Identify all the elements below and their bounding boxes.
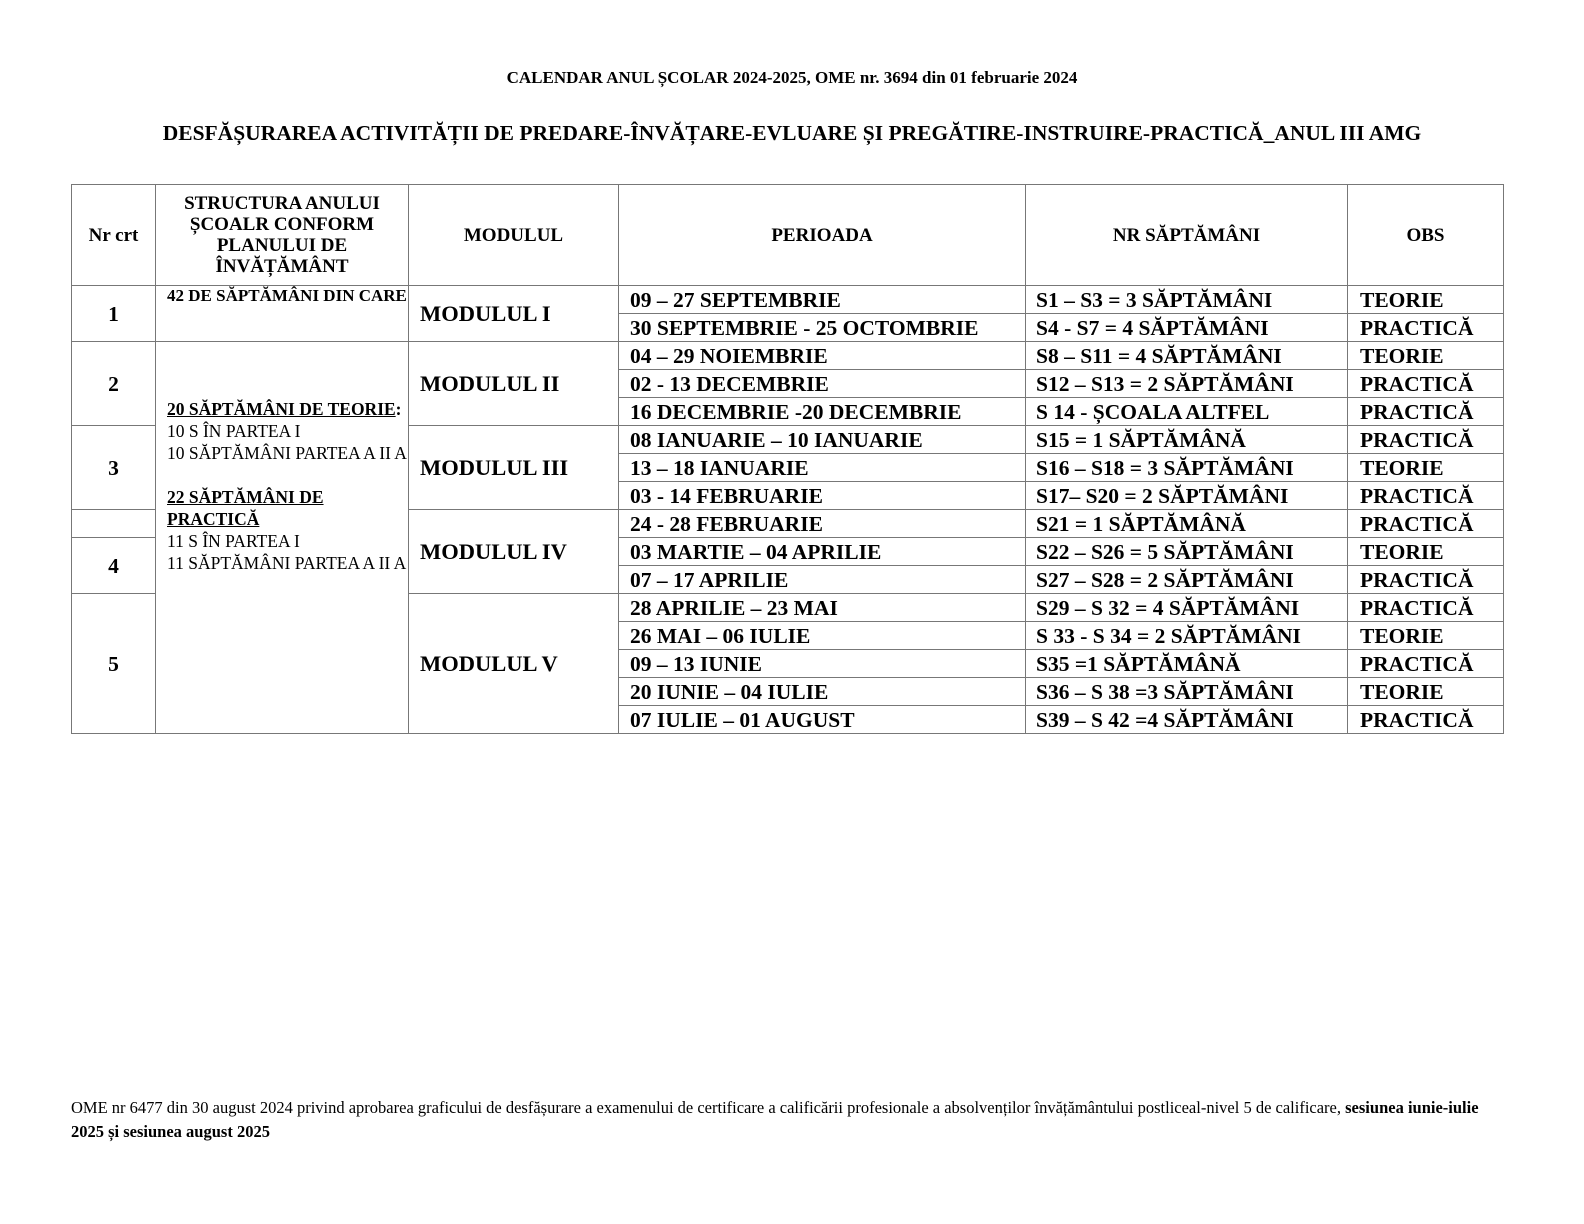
- nr-crt-cell: 4: [71, 537, 156, 594]
- table-row: 16 DECEMBRIE -20 DECEMBRIE S 14 - ȘCOALA …: [72, 397, 1504, 426]
- header-structure: STRUCTURA ANULUI ȘCOALR CONFORM PLANULUI…: [155, 184, 409, 286]
- obs-cell: PRACTICĂ: [1347, 481, 1504, 510]
- theory-line-2: 10 SĂPTĂMÂNI PARTEA A II A: [167, 443, 407, 463]
- table-row: 07 IULIE – 01 AUGUST S39 – S 42 =4 SĂPTĂM…: [72, 705, 1504, 734]
- obs-cell: PRACTICĂ: [1347, 565, 1504, 594]
- obs-cell: PRACTICĂ: [1347, 649, 1504, 678]
- weeks-cell: S8 – S11 = 4 SĂPTĂMÂNI: [1025, 341, 1348, 370]
- header-nr-crt: Nr crt: [71, 184, 156, 286]
- period-cell: 07 IULIE – 01 AUGUST: [618, 705, 1026, 734]
- practice-line-1: 11 S ÎN PARTEA I: [167, 531, 300, 551]
- footer-note: OME nr 6477 din 30 august 2024 privind a…: [71, 1096, 1491, 1144]
- obs-cell: TEORIE: [1347, 621, 1504, 650]
- obs-cell: TEORIE: [1347, 677, 1504, 706]
- obs-cell: TEORIE: [1347, 453, 1504, 482]
- header-period: PERIOADA: [618, 184, 1026, 286]
- weeks-cell: S36 – S 38 =3 SĂPTĂMÂNI: [1025, 677, 1348, 706]
- obs-cell: PRACTICĂ: [1347, 313, 1504, 342]
- period-cell: 03 MARTIE – 04 APRILIE: [618, 537, 1026, 566]
- weeks-cell: S17– S20 = 2 SĂPTĂMÂNI: [1025, 481, 1348, 510]
- table-row: 3 MODULUL III 08 IANUARIE – 10 IANUARIE S15…: [71, 425, 1504, 510]
- header-module: MODULUL: [408, 184, 619, 286]
- table-row: 30 SEPTEMBRIE - 25 OCTOMBRIE S4 - S7 = 4 …: [72, 313, 1504, 342]
- obs-cell: TEORIE: [1347, 285, 1504, 314]
- obs-cell: PRACTICĂ: [1347, 425, 1504, 454]
- weeks-cell: S22 – S26 = 5 SĂPTĂMÂNI: [1025, 537, 1348, 566]
- table-row: 1 42 DE SĂPTĂMÂNI DIN CARE MODULUL I 09 – 2…: [71, 285, 1504, 342]
- weeks-cell: S15 = 1 SĂPTĂMÂNĂ: [1025, 425, 1348, 454]
- structure-total-cell: 42 DE SĂPTĂMÂNI DIN CARE: [155, 285, 409, 342]
- period-cell: 02 - 13 DECEMBRIE: [618, 369, 1026, 398]
- weeks-cell: S1 – S3 = 3 SĂPTĂMÂNI: [1025, 285, 1348, 314]
- footer-bold-text: sesiunea iunie-iulie 2025 și sesiunea au…: [71, 1098, 1479, 1141]
- table-row: 26 MAI – 06 IULIE S 33 - S 34 = 2 SĂPTĂMÂ…: [72, 621, 1504, 650]
- calendar-table: Nr crt STRUCTURA ANULUI ȘCOALR CONFORM P…: [71, 184, 1504, 734]
- weeks-cell: S 33 - S 34 = 2 SĂPTĂMÂNI: [1025, 621, 1348, 650]
- table-row: 2 20 SĂPTĂMÂNI DE TEORIE: 10 S ÎN PARTEA I…: [71, 341, 1504, 734]
- weeks-cell: S27 – S28 = 2 SĂPTĂMÂNI: [1025, 565, 1348, 594]
- period-cell: 20 IUNIE – 04 IULIE: [618, 677, 1026, 706]
- practice-heading: 22 SĂPTĂMÂNI DE PRACTICĂ: [167, 487, 324, 529]
- nr-crt-cell: 5: [71, 593, 156, 734]
- period-cell: 30 SEPTEMBRIE - 25 OCTOMBRIE: [618, 313, 1026, 342]
- obs-cell: PRACTICĂ: [1347, 705, 1504, 734]
- table-row: 03 - 14 FEBRUARIE S17– S20 = 2 SĂPTĂMÂNI P…: [72, 481, 1504, 510]
- nr-crt-cell: 2: [71, 341, 156, 426]
- header-weeks: NR SĂPTĂMÂNI: [1025, 184, 1348, 286]
- weeks-cell: S4 - S7 = 4 SĂPTĂMÂNI: [1025, 313, 1348, 342]
- period-cell: 24 - 28 FEBRUARIE: [618, 509, 1026, 538]
- module-cell: MODULUL II: [408, 341, 619, 426]
- period-cell: 07 – 17 APRILIE: [618, 565, 1026, 594]
- table-row: 07 – 17 APRILIE S27 – S28 = 2 SĂPTĂMÂNI PR…: [72, 565, 1504, 594]
- practice-line-2: 11 SĂPTĂMÂNI PARTEA A II A: [167, 553, 407, 573]
- obs-cell: PRACTICĂ: [1347, 369, 1504, 398]
- table-row: 5 MODULUL V 28 APRILIE – 23 MAI S29 – S 32 …: [71, 593, 1504, 734]
- spacer: [167, 464, 408, 486]
- weeks-cell: S 14 - ȘCOALA ALTFEL: [1025, 397, 1348, 426]
- header-obs: OBS: [1347, 184, 1504, 286]
- theory-line-1: 10 S ÎN PARTEA I: [167, 421, 301, 441]
- period-cell: 16 DECEMBRIE -20 DECEMBRIE: [618, 397, 1026, 426]
- nr-crt-cell: [71, 509, 156, 538]
- period-cell: 03 - 14 FEBRUARIE: [618, 481, 1026, 510]
- nr-crt-cell: 3: [71, 425, 156, 510]
- period-cell: 09 – 27 SEPTEMBRIE: [618, 285, 1026, 314]
- theory-colon: :: [395, 399, 402, 419]
- obs-cell: PRACTICĂ: [1347, 509, 1504, 538]
- obs-cell: TEORIE: [1347, 537, 1504, 566]
- obs-cell: PRACTICĂ: [1347, 593, 1504, 622]
- weeks-cell: S29 – S 32 = 4 SĂPTĂMÂNI: [1025, 593, 1348, 622]
- weeks-cell: S35 =1 SĂPTĂMÂNĂ: [1025, 649, 1348, 678]
- obs-cell: TEORIE: [1347, 341, 1504, 370]
- period-cell: 13 – 18 IANUARIE: [618, 453, 1026, 482]
- period-cell: 09 – 13 IUNIE: [618, 649, 1026, 678]
- obs-cell: PRACTICĂ: [1347, 397, 1504, 426]
- table-row: 4 03 MARTIE – 04 APRILIE S22 – S26 = 5 SĂP…: [71, 537, 1504, 594]
- table-row: 09 – 13 IUNIE S35 =1 SĂPTĂMÂNĂ PRACTICĂ: [72, 649, 1504, 678]
- weeks-cell: S39 – S 42 =4 SĂPTĂMÂNI: [1025, 705, 1348, 734]
- module-cell: MODULUL III: [408, 425, 619, 510]
- module-cell: MODULUL V: [408, 593, 619, 734]
- nr-crt-cell: 1: [71, 285, 156, 342]
- period-cell: 08 IANUARIE – 10 IANUARIE: [618, 425, 1026, 454]
- period-cell: 04 – 29 NOIEMBRIE: [618, 341, 1026, 370]
- weeks-cell: S16 – S18 = 3 SĂPTĂMÂNI: [1025, 453, 1348, 482]
- period-cell: 26 MAI – 06 IULIE: [618, 621, 1026, 650]
- document-title: CALENDAR ANUL ȘCOLAR 2024-2025, OME nr. …: [506, 68, 1078, 87]
- weeks-cell: S12 – S13 = 2 SĂPTĂMÂNI: [1025, 369, 1348, 398]
- period-cell: 28 APRILIE – 23 MAI: [618, 593, 1026, 622]
- module-cell: MODULUL IV: [408, 509, 619, 594]
- footer-text: OME nr 6477 din 30 august 2024 privind a…: [71, 1098, 1346, 1117]
- document-subtitle: DESFĂȘURAREA ACTIVITĂȚII DE PREDARE-ÎNVĂ…: [162, 121, 1422, 145]
- module-cell: MODULUL I: [408, 285, 619, 342]
- theory-heading: 20 SĂPTĂMÂNI DE TEORIE: [167, 399, 396, 419]
- table-header-row: Nr crt STRUCTURA ANULUI ȘCOALR CONFORM P…: [71, 184, 1504, 286]
- table-row: 02 - 13 DECEMBRIE S12 – S13 = 2 SĂPTĂMÂNI…: [72, 369, 1504, 398]
- weeks-cell: S21 = 1 SĂPTĂMÂNĂ: [1025, 509, 1348, 538]
